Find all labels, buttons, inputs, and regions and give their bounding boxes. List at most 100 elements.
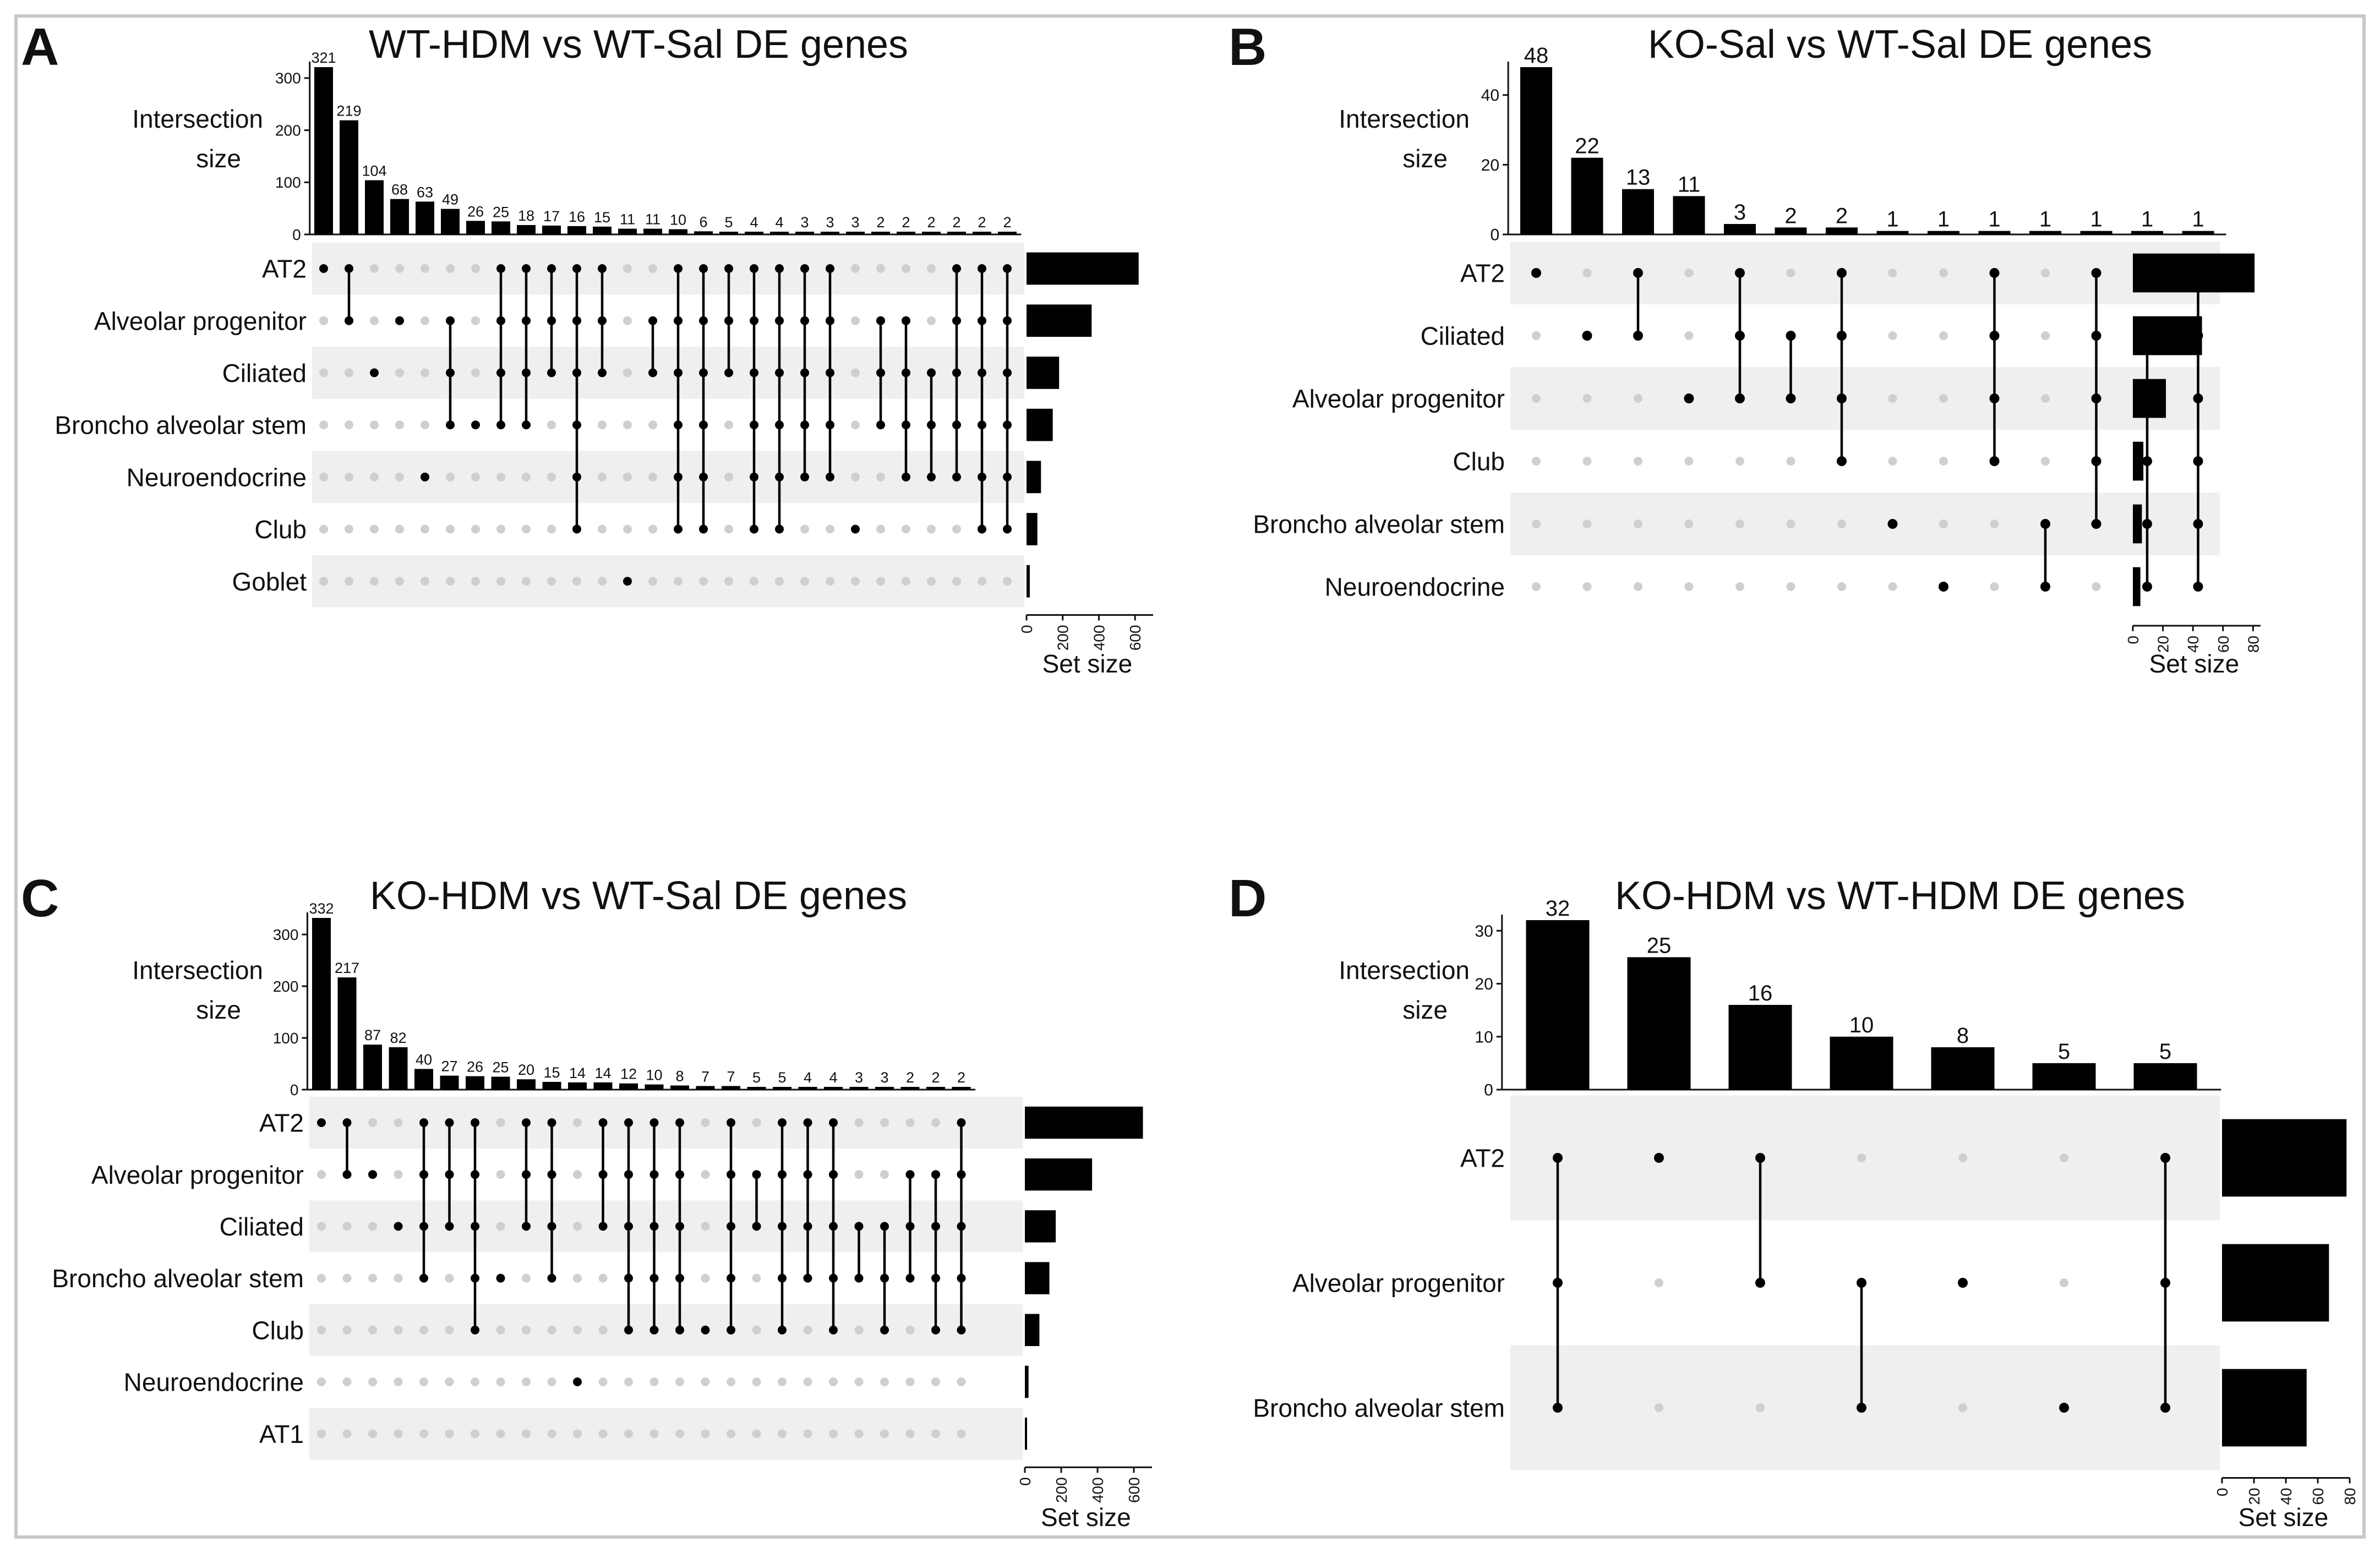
intersection-count: 17 [543,208,560,225]
y-axis-label-line2: size [196,144,241,173]
y-tick-label: 200 [273,978,299,995]
intersection-count: 25 [1647,933,1672,958]
matrix-dot-inactive [394,1325,403,1335]
matrix-dot-active [778,1273,787,1283]
matrix-dot-inactive [752,1429,761,1439]
matrix-dot-inactive [978,577,986,586]
intersection-count: 3 [851,214,859,231]
intersection-count: 12 [620,1066,637,1082]
set-label: Club [254,515,307,544]
matrix-dot-active [572,368,581,378]
intersection-count: 5 [2159,1040,2171,1064]
matrix-dot-active [2059,1403,2069,1413]
matrix-dot-active [419,1118,428,1127]
matrix-dot-inactive [598,1325,608,1335]
matrix-dot-inactive [701,1118,710,1127]
matrix-dot-inactive [727,1429,735,1439]
matrix-dot-inactive [829,1377,838,1386]
matrix-dot-active [496,368,505,378]
y-axis-label-line2: size [1402,996,1448,1024]
matrix-dot-active [800,368,809,378]
matrix-dot-inactive [496,1222,505,1231]
matrix-dot-active [699,524,708,534]
matrix-dot-active [1857,1403,1866,1413]
matrix-dot-inactive [701,1222,710,1231]
matrix-dot-inactive [1888,457,1897,466]
matrix-dot-inactive [952,577,961,586]
matrix-dot-active [674,472,683,482]
set-label: AT2 [259,1109,304,1138]
matrix-dot-inactive [471,1377,479,1386]
matrix-dot-active [1003,368,1012,378]
matrix-dot-inactive [2041,331,2050,340]
matrix-dot-active [880,1273,889,1283]
matrix-dot-active [1003,316,1012,325]
matrix-dot-inactive [421,577,429,586]
matrix-dot-inactive [368,1377,377,1386]
set-size-bar [2133,567,2141,606]
matrix-dot-inactive [1582,520,1592,528]
matrix-dot-active [699,264,708,273]
matrix-dot-active [547,1222,556,1231]
matrix-row-stripe [312,451,1024,504]
matrix-dot-inactive [496,577,505,586]
intersection-count: 48 [1524,43,1549,68]
matrix-dot-inactive [1532,582,1541,591]
matrix-dot-inactive [471,524,480,534]
matrix-dot-inactive [547,472,556,482]
matrix-dot-active [727,1273,735,1283]
set-size-tick-label: 80 [2341,1488,2359,1505]
matrix-dot-inactive [342,1325,352,1335]
intersection-count: 2 [1784,204,1797,228]
intersection-count: 14 [594,1065,611,1081]
intersection-count: 25 [493,204,509,220]
matrix-dot-inactive [701,1429,710,1439]
matrix-dot-inactive [598,1377,608,1386]
intersection-bar [747,1087,766,1090]
intersection-count: 49 [442,192,458,208]
set-size-bar [2222,1119,2347,1197]
matrix-dot-inactive [851,420,860,430]
matrix-dot-active [905,1273,915,1283]
intersection-count: 63 [417,184,433,200]
matrix-dot-inactive [880,1377,889,1386]
intersection-count: 11 [620,211,635,228]
intersection-bar [745,232,763,234]
matrix-dot-active [750,472,758,482]
matrix-dot-inactive [342,1377,352,1386]
matrix-dot-active [829,1222,838,1231]
matrix-dot-active [522,1118,531,1127]
set-size-bar [1027,461,1041,494]
intersection-count: 4 [775,214,783,231]
intersection-bar [722,1086,740,1090]
intersection-count: 332 [309,900,334,917]
matrix-dot-active [1654,1153,1664,1163]
matrix-dot-inactive [927,264,936,273]
matrix-dot-active [778,1325,787,1335]
matrix-dot-inactive [496,1118,505,1127]
matrix-dot-inactive [1939,520,1948,528]
panel-letter: B [1229,18,1267,76]
intersection-count: 4 [804,1069,812,1086]
matrix-dot-inactive [445,1325,454,1335]
matrix-dot-inactive [803,1429,812,1439]
matrix-dot-inactive [752,1377,761,1386]
matrix-dot-inactive [1888,331,1897,340]
y-tick-label: 40 [1481,86,1499,105]
intersection-count: 27 [441,1058,457,1075]
y-axis-label-line2: size [196,996,241,1024]
intersection-bar [1826,227,1858,234]
matrix-dot-active [598,368,607,378]
matrix-dot-inactive [778,1429,787,1439]
matrix-dot-inactive [1857,1153,1866,1162]
matrix-dot-inactive [496,1429,505,1439]
intersection-count: 3 [855,1069,863,1086]
matrix-dot-inactive [905,1118,915,1127]
matrix-dot-inactive [851,264,860,273]
matrix-dot-inactive [902,524,910,534]
chart-title: KO-HDM vs WT-Sal DE genes [370,874,907,918]
intersection-count: 1 [1886,207,1898,232]
matrix-dot-active [2142,519,2152,529]
set-size-tick-label: 0 [1018,625,1035,634]
set-size-tick-label: 400 [1090,625,1107,651]
